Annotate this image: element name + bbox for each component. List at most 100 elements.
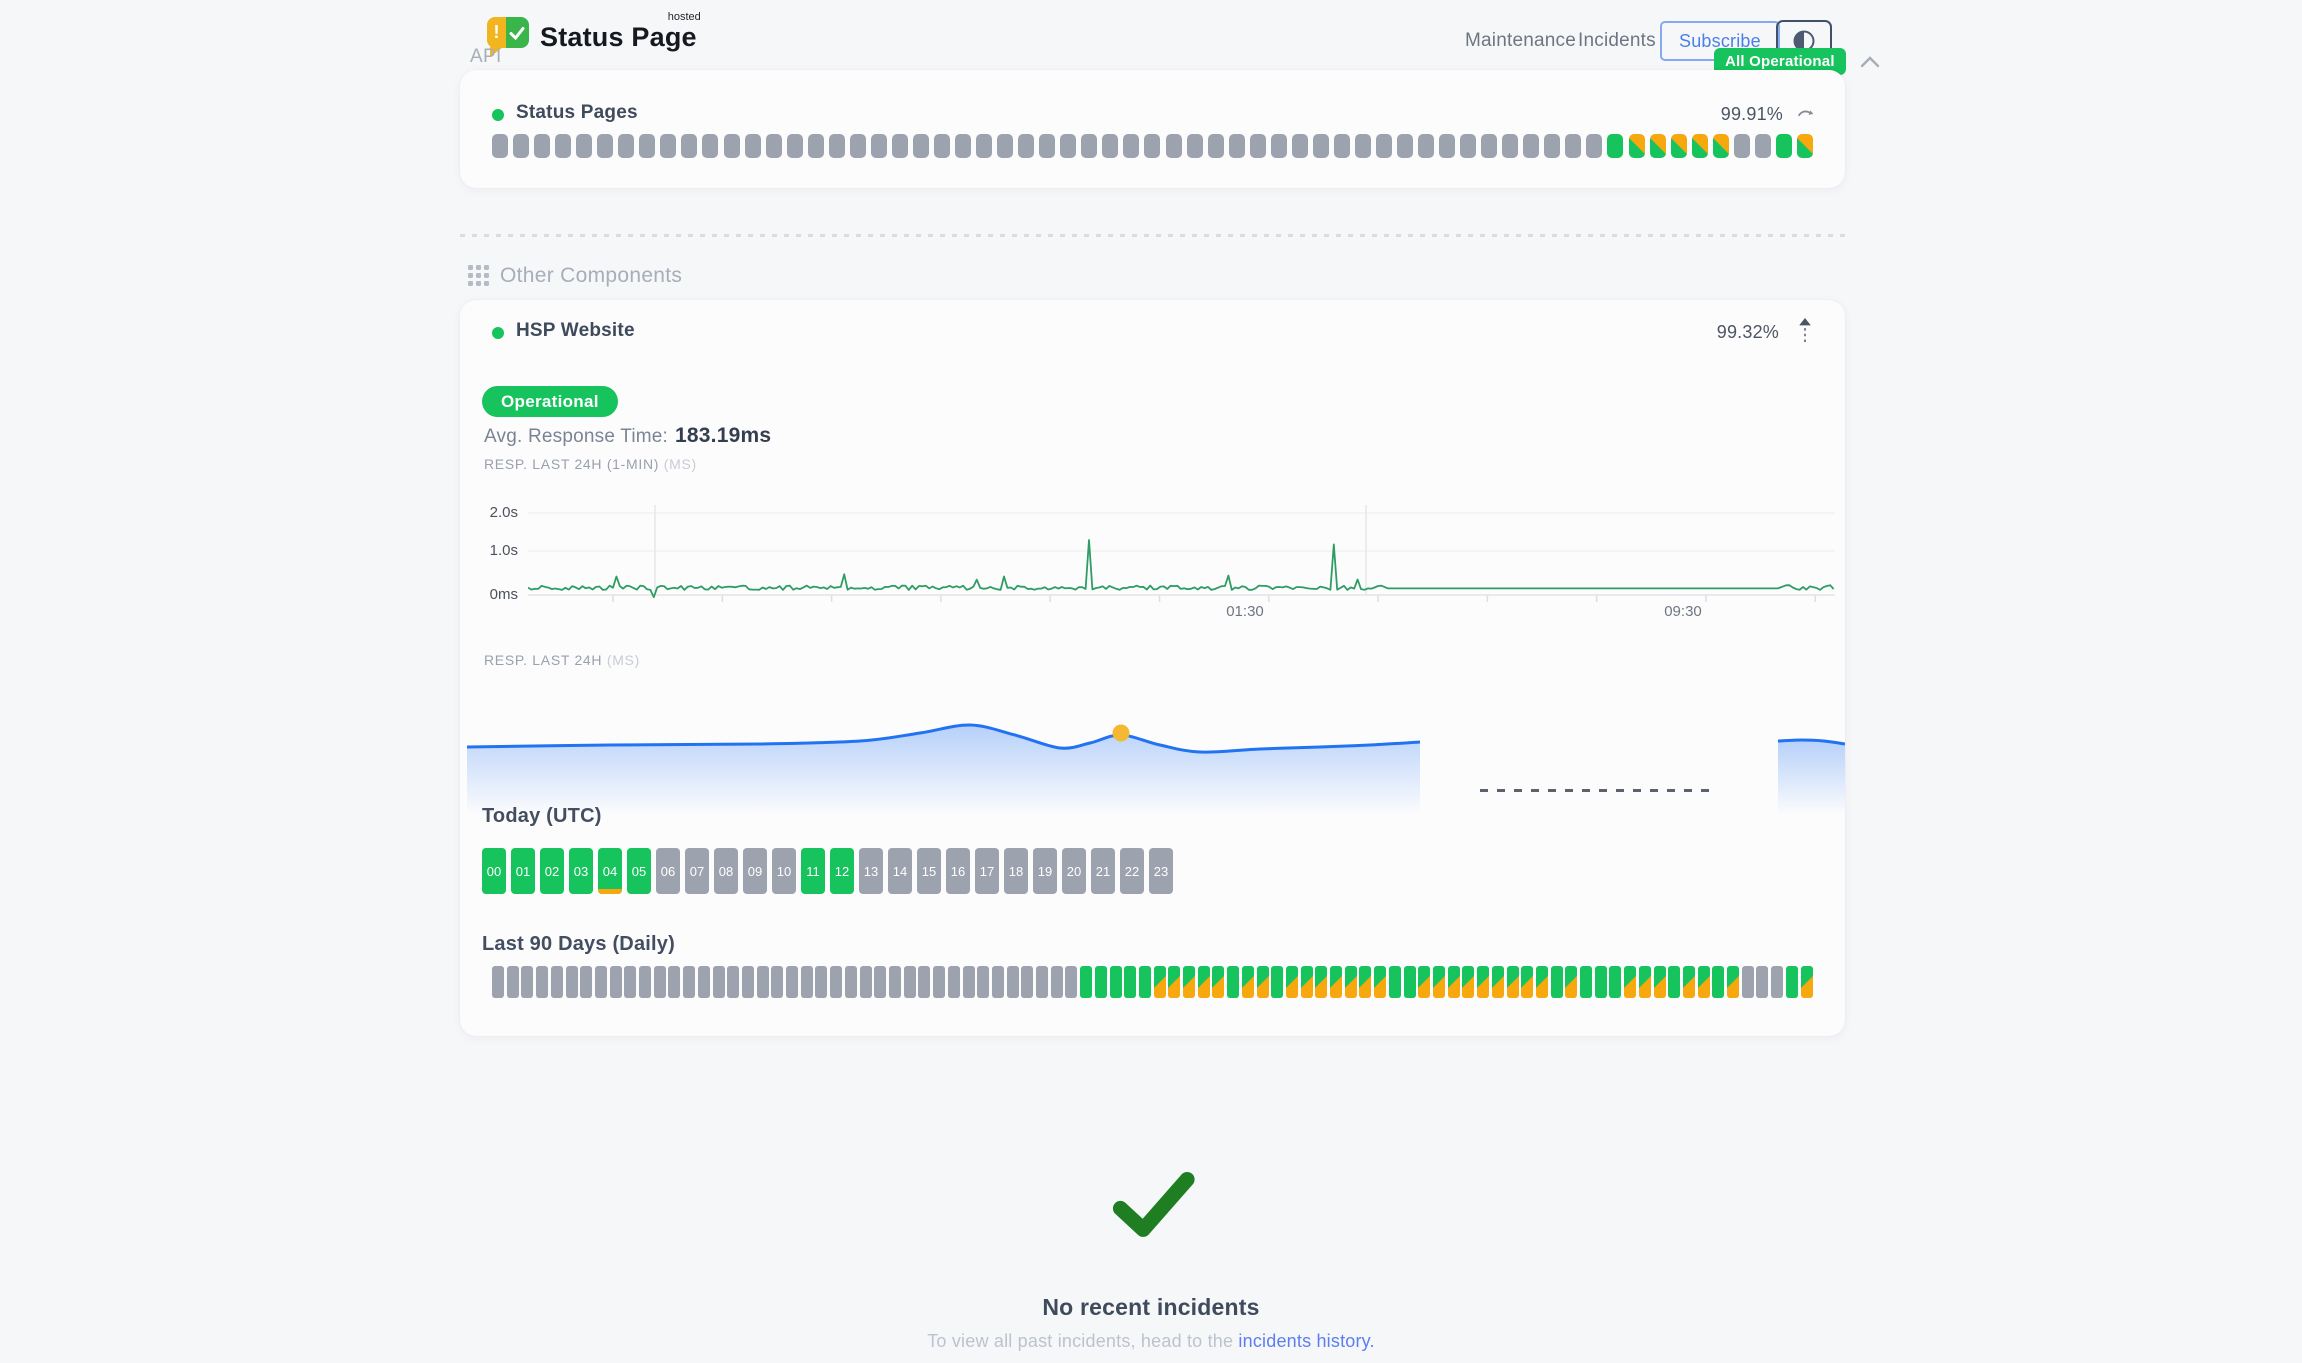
uptime-bar[interactable] <box>1638 966 1651 998</box>
uptime-bar[interactable] <box>639 966 652 998</box>
uptime-bar[interactable] <box>1565 966 1578 998</box>
uptime-bar[interactable] <box>1050 966 1063 998</box>
hour-block-03[interactable]: 03 <box>569 848 593 894</box>
uptime-bar[interactable] <box>1796 134 1813 158</box>
hour-block-04[interactable]: 04 <box>598 848 622 894</box>
uptime-bar[interactable] <box>1207 134 1224 158</box>
uptime-bar[interactable] <box>918 966 931 998</box>
uptime-bar[interactable] <box>1354 134 1371 158</box>
uptime-bar[interactable] <box>1754 134 1771 158</box>
uptime-bar[interactable] <box>800 966 813 998</box>
uptime-bar[interactable] <box>1668 966 1681 998</box>
uptime-bar[interactable] <box>1197 966 1210 998</box>
hour-block-20[interactable]: 20 <box>1062 848 1086 894</box>
response-time-daily-chart[interactable] <box>460 697 1845 817</box>
uptime-bar[interactable] <box>1065 966 1078 998</box>
uptime-bar[interactable] <box>1607 134 1624 158</box>
uptime-bar[interactable] <box>786 966 799 998</box>
uptime-bar[interactable] <box>1462 966 1475 998</box>
uptime-bar[interactable] <box>844 966 857 998</box>
uptime-bar[interactable] <box>565 966 578 998</box>
uptime-bar[interactable] <box>1344 966 1357 998</box>
uptime-bar[interactable] <box>1535 966 1548 998</box>
uptime-bar[interactable] <box>1502 134 1519 158</box>
uptime-bar[interactable] <box>1733 134 1750 158</box>
uptime-bar[interactable] <box>1460 134 1477 158</box>
uptime-bar[interactable] <box>1124 966 1137 998</box>
uptime-bar[interactable] <box>756 966 769 998</box>
uptime-bar[interactable] <box>1586 134 1603 158</box>
uptime-bar[interactable] <box>1186 134 1203 158</box>
uptime-bar[interactable] <box>1006 966 1019 998</box>
uptime-bar[interactable] <box>723 134 740 158</box>
uptime-bar[interactable] <box>1312 134 1329 158</box>
uptime-bar[interactable] <box>815 966 828 998</box>
uptime-bar[interactable] <box>1491 966 1504 998</box>
uptime-bar[interactable] <box>933 134 950 158</box>
uptime-bar[interactable] <box>1403 966 1416 998</box>
hour-block-16[interactable]: 16 <box>946 848 970 894</box>
uptime-bar[interactable] <box>534 134 551 158</box>
uptime-bar[interactable] <box>1775 134 1792 158</box>
uptime-bar[interactable] <box>681 134 698 158</box>
hour-block-07[interactable]: 07 <box>685 848 709 894</box>
uptime-bar[interactable] <box>1183 966 1196 998</box>
hour-block-10[interactable]: 10 <box>772 848 796 894</box>
uptime-bar[interactable] <box>1094 966 1107 998</box>
uptime-bar[interactable] <box>550 966 563 998</box>
uptime-bar[interactable] <box>712 966 725 998</box>
uptime-bar[interactable] <box>1270 134 1287 158</box>
uptime-bar[interactable] <box>660 134 677 158</box>
uptime-bar[interactable] <box>1544 134 1561 158</box>
uptime-bar[interactable] <box>828 134 845 158</box>
uptime-bar[interactable] <box>1018 134 1035 158</box>
uptime-bar[interactable] <box>555 134 572 158</box>
uptime-bar[interactable] <box>1285 966 1298 998</box>
uptime-bar[interactable] <box>765 134 782 158</box>
uptime-bar[interactable] <box>1628 134 1645 158</box>
uptime-bar[interactable] <box>1447 966 1460 998</box>
uptime-bar[interactable] <box>1168 966 1181 998</box>
uptime-bar[interactable] <box>580 966 593 998</box>
uptime-bar[interactable] <box>1682 966 1695 998</box>
uptime-bar[interactable] <box>1741 966 1754 998</box>
uptime-bar[interactable] <box>1109 966 1122 998</box>
uptime-bar[interactable] <box>1785 966 1798 998</box>
hour-block-18[interactable]: 18 <box>1004 848 1028 894</box>
brand-logo-icon[interactable]: ! <box>487 17 529 57</box>
uptime-bar[interactable] <box>1418 966 1431 998</box>
uptime-bar[interactable] <box>1433 966 1445 998</box>
uptime-bar[interactable] <box>653 966 666 998</box>
uptime-bar[interactable] <box>683 966 696 998</box>
uptime-bar[interactable] <box>1227 966 1240 998</box>
uptime-bar[interactable] <box>1550 966 1563 998</box>
uptime-bar[interactable] <box>1649 134 1666 158</box>
uptime-bar[interactable] <box>870 134 887 158</box>
uptime-bar[interactable] <box>1374 966 1387 998</box>
uptime-bar[interactable] <box>1291 134 1308 158</box>
hour-block-08[interactable]: 08 <box>714 848 738 894</box>
uptime-bar[interactable] <box>513 134 530 158</box>
nav-maintenance[interactable]: Maintenance <box>1465 30 1576 51</box>
uptime-bar[interactable] <box>1523 134 1540 158</box>
uptime-bar[interactable] <box>1624 966 1637 998</box>
uptime-bar[interactable] <box>891 134 908 158</box>
uptime-bar[interactable] <box>807 134 824 158</box>
uptime-bar[interactable] <box>1138 966 1151 998</box>
hour-block-11[interactable]: 11 <box>801 848 825 894</box>
uptime-bar[interactable] <box>991 966 1004 998</box>
uptime-bar[interactable] <box>697 966 710 998</box>
uptime-bar[interactable] <box>741 966 754 998</box>
uptime-bar[interactable] <box>1359 966 1372 998</box>
uptime-bar[interactable] <box>1771 966 1784 998</box>
uptime-bar[interactable] <box>618 134 635 158</box>
uptime-bar[interactable] <box>1300 966 1313 998</box>
refresh-icon[interactable] <box>1795 103 1817 125</box>
uptime-bar[interactable] <box>639 134 656 158</box>
hour-block-14[interactable]: 14 <box>888 848 912 894</box>
uptime-bar[interactable] <box>1481 134 1498 158</box>
uptime-bar[interactable] <box>1271 966 1284 998</box>
uptime-bar[interactable] <box>786 134 803 158</box>
uptime-bar[interactable] <box>744 134 761 158</box>
uptime-bar[interactable] <box>874 966 887 998</box>
